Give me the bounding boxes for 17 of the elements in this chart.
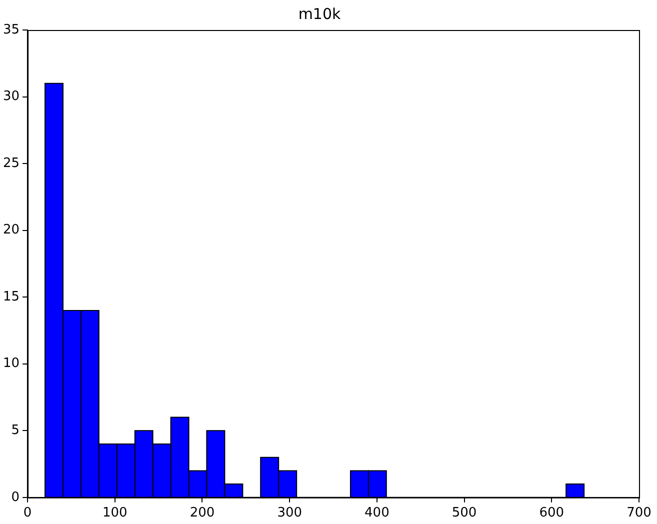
y-tick-label: 10 (2, 356, 20, 372)
y-tick-label: 25 (2, 156, 20, 171)
y-tick-label: 15 (2, 289, 20, 304)
y-tick-label: 0 (11, 490, 20, 505)
x-tick-label: 700 (626, 506, 652, 521)
x-tick-label: 0 (23, 506, 32, 521)
y-tick-label: 30 (2, 89, 20, 104)
chart-title: m10k (298, 4, 342, 23)
x-tick-label: 200 (190, 506, 215, 521)
x-tick-label: 100 (102, 506, 128, 521)
y-tick-label: 35 (2, 22, 20, 38)
y-tick-label: 5 (11, 423, 20, 438)
y-tick-label: 20 (2, 222, 20, 238)
x-tick-label: 600 (539, 506, 564, 521)
x-tick-label: 400 (364, 506, 390, 521)
x-tick-label: 300 (277, 506, 302, 521)
x-tick-label: 500 (452, 506, 477, 521)
